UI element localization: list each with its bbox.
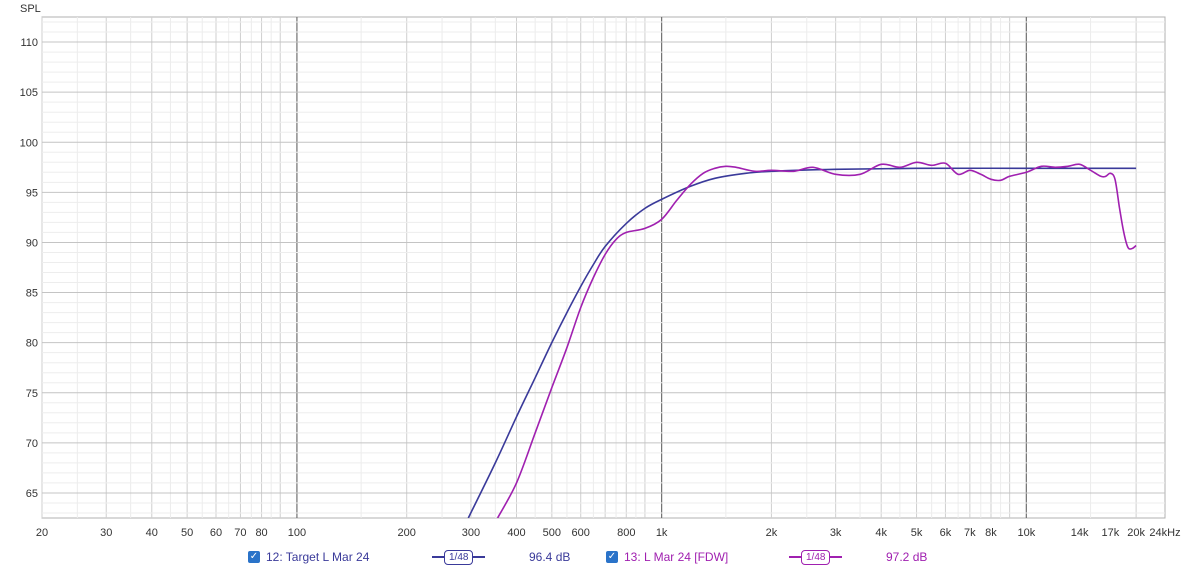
line-swatch-icon bbox=[432, 556, 444, 558]
x-tick-label: 24kHz bbox=[1149, 527, 1180, 539]
x-tick-label: 8k bbox=[985, 527, 997, 539]
x-tick-label: 300 bbox=[462, 527, 480, 539]
series-line-0 bbox=[467, 167, 1137, 518]
legend-label-measurement: 13: L Mar 24 [FDW] bbox=[624, 550, 729, 564]
x-tick-label: 3k bbox=[830, 527, 842, 539]
y-tick-label: 75 bbox=[26, 388, 38, 400]
x-tick-label: 17k bbox=[1102, 527, 1120, 539]
x-tick-label: 20 bbox=[36, 527, 48, 539]
x-tick-label: 6k bbox=[940, 527, 952, 539]
y-tick-label: 110 bbox=[20, 37, 38, 49]
y-axis-label: SPL bbox=[20, 3, 41, 15]
y-axis-ticks: 65 70 75 80 85 90 95 100 105 110 bbox=[20, 37, 38, 500]
x-tick-label: 100 bbox=[288, 527, 306, 539]
y-tick-label: 70 bbox=[26, 438, 38, 450]
x-tick-label: 600 bbox=[572, 527, 590, 539]
smoothing-control-measurement[interactable]: 1/48 bbox=[789, 549, 843, 565]
line-swatch-icon bbox=[830, 556, 843, 558]
x-tick-label: 2k bbox=[766, 527, 778, 539]
x-tick-label: 14k bbox=[1071, 527, 1089, 539]
legend-value-target: 96.4 dB bbox=[529, 550, 571, 564]
grid bbox=[41, 17, 1165, 518]
x-tick-label: 20k bbox=[1127, 527, 1145, 539]
x-tick-label: 5k bbox=[911, 527, 923, 539]
checkbox-icon[interactable]: ✓ bbox=[248, 551, 260, 563]
line-swatch-icon bbox=[789, 556, 801, 558]
smoothing-label: 1/48 bbox=[801, 549, 831, 565]
x-tick-label: 70 bbox=[234, 527, 246, 539]
x-axis-ticks: 20 30 40 50 60 70 80 100 200 300 400 500 600 800 1k 2k 3… bbox=[36, 527, 1181, 539]
x-tick-label: 7k bbox=[964, 527, 976, 539]
smoothing-control-target[interactable]: 1/48 bbox=[432, 549, 486, 565]
y-tick-label: 100 bbox=[20, 137, 38, 149]
y-tick-label: 105 bbox=[20, 87, 38, 99]
legend-value-measurement: 97.2 dB bbox=[886, 550, 928, 564]
x-tick-label: 1k bbox=[656, 527, 668, 539]
x-tick-label: 50 bbox=[181, 527, 193, 539]
legend: ✓ 12: Target L Mar 24 1/48 96.4 dB ✓ 13:… bbox=[0, 544, 1200, 569]
x-tick-label: 10k bbox=[1017, 527, 1035, 539]
series-line-1 bbox=[496, 161, 1137, 518]
legend-entry-target[interactable]: ✓ 12: Target L Mar 24 bbox=[248, 549, 369, 565]
y-tick-label: 65 bbox=[26, 488, 38, 500]
line-swatch-icon bbox=[473, 556, 486, 558]
legend-entry-measurement[interactable]: ✓ 13: L Mar 24 [FDW] bbox=[606, 549, 728, 565]
x-tick-label: 500 bbox=[543, 527, 561, 539]
x-tick-label: 800 bbox=[617, 527, 635, 539]
checkbox-icon[interactable]: ✓ bbox=[606, 551, 618, 563]
y-tick-label: 80 bbox=[26, 338, 38, 350]
x-tick-label: 30 bbox=[100, 527, 112, 539]
smoothing-label: 1/48 bbox=[444, 549, 474, 565]
x-tick-label: 40 bbox=[146, 527, 158, 539]
y-tick-label: 90 bbox=[26, 237, 38, 249]
x-tick-label: 200 bbox=[398, 527, 416, 539]
y-tick-label: 85 bbox=[26, 288, 38, 300]
x-tick-label: 60 bbox=[210, 527, 222, 539]
series-group bbox=[467, 161, 1137, 518]
frequency-response-chart: 20 30 40 50 60 70 80 100 200 300 400 500 600 800 1k 2k 3… bbox=[20, 3, 1181, 539]
x-tick-label: 80 bbox=[255, 527, 267, 539]
y-tick-label: 95 bbox=[26, 187, 38, 199]
x-tick-label: 4k bbox=[875, 527, 887, 539]
legend-label-target: 12: Target L Mar 24 bbox=[266, 550, 370, 564]
x-tick-label: 400 bbox=[507, 527, 525, 539]
